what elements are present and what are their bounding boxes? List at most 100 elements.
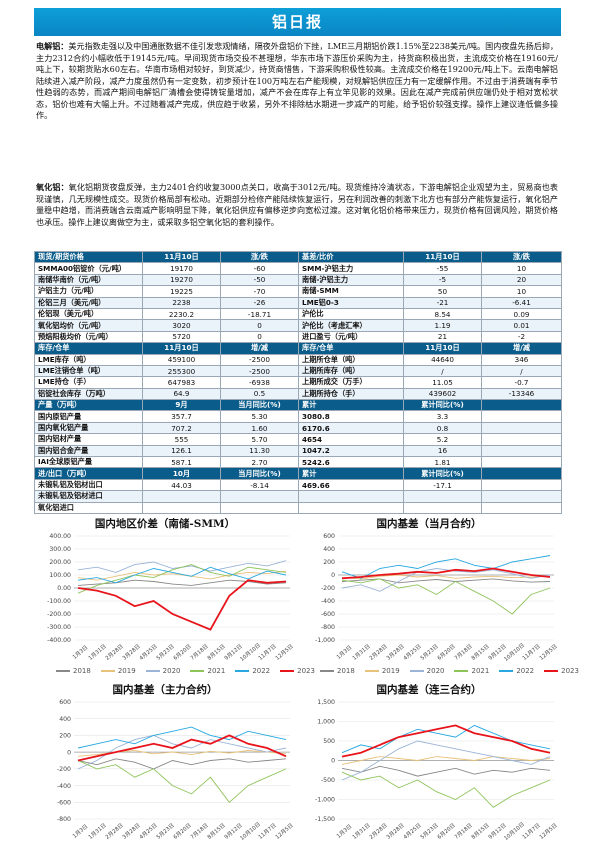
table-cell: 当月同比(%) [220,467,299,480]
table-cell: 11.05 [403,376,482,389]
table-cell: 未锻轧铝及铝材出口 [34,478,143,492]
table-row: 国内铝材产量 555 5.70 4654 5.2 [34,433,562,446]
series-line-2021 [77,760,287,803]
chart-title: 国内地区价差（南储-SMM） [94,518,236,530]
series-line-2018 [341,765,551,777]
x-tick-label: 2月28日 [368,643,389,662]
table-cell: 10月 [142,467,221,480]
table-cell [481,501,562,515]
table-cell: 伦铝三月（美元/吨） [34,296,143,309]
y-tick-label: -200.00 [47,611,71,618]
table-cell [481,433,562,446]
x-tick-label: 5月23日 [155,643,176,662]
y-tick-label: 0.00 [57,585,71,592]
x-tick-label: 5月23日 [419,643,440,662]
x-tick-label: 3月28日 [121,822,142,841]
series-line-2019 [341,574,551,580]
table-cell: -5 [403,273,482,287]
table-cell: 国内铝材产量 [34,433,143,446]
table-cell: -70 [220,285,299,298]
table-cell: 346 [481,353,562,366]
series-line-2023 [341,724,551,758]
y-tick-label: 100.00 [49,572,71,579]
table-cell: IAI全球原铝产量 [34,456,143,469]
table-row: LME持仓（手） 647983 -6938 上期所成交（万手） 11.05 -0.7 [34,376,562,389]
y-tick-label: -400 [321,598,335,605]
x-tick-label: 1月31日 [87,643,108,662]
table-header-row: 库存/仓单 11月10日 增/减 库存/仓单 11月10日 增/减 [34,342,562,355]
table-cell [481,421,562,435]
y-tick-label: 0 [67,749,71,756]
legend-item-2023: 2023 [544,667,579,675]
table-cell: -17.1 [403,478,482,492]
x-tick-label: 3月28日 [121,643,142,662]
table-cell: 8.54 [403,307,482,321]
table-cell: 255300 [142,364,221,378]
x-tick-label: 3月28日 [385,822,406,841]
table-cell: -8.14 [220,478,299,492]
y-tick-label: -1,000 [315,797,335,804]
x-tick-label: 12月5日 [274,643,295,662]
table-cell: 氧化铝进口 [34,501,143,515]
paragraph-alumina: 氧化铝：氧化铝期货夜盘反弹，主力2401合约收复3000点关口，收高于3012元… [36,182,558,228]
y-tick-label: -1,000 [315,637,335,644]
table-cell: 21 [403,330,482,344]
table-cell: 50 [403,285,482,298]
table-cell: 累计 [298,467,404,480]
series-line-2022 [341,724,551,754]
table-row: 南储华南价（元/吨） 19270 -50 南储-沪铝主力 -5 20 [34,273,562,287]
table-row: LME库存（吨） 459100 -2500 上期所仓单（吨） 44640 346 [34,353,562,366]
table-cell: -60 [220,262,299,275]
table-cell: 涨/跌 [481,250,562,264]
series-line-2022 [341,555,551,579]
chart-title: 国内基差（主力合约） [112,684,218,696]
table-cell [403,501,482,515]
table-cell: 累计 [298,399,404,412]
series-line-2023 [77,734,287,762]
table-cell: 国内铝合金产量 [34,444,143,458]
table-cell: 5.70 [220,433,299,446]
table-cell: 当月同比(%) [220,399,299,412]
x-tick-label: 1月3日 [71,644,89,661]
y-tick-label: 1,500 [317,699,335,706]
table-cell: 上期所库存（吨） [298,364,404,378]
table-cell: 产量（万吨） [34,399,143,412]
table-cell: 国内氧化铝产量 [34,421,143,435]
table-cell: 库存/仓单 [298,342,404,355]
table-cell: -2500 [220,353,299,366]
series-line-2023 [77,579,287,631]
table-cell: 64.9 [142,387,221,401]
table-cell: 19170 [142,262,221,275]
table-cell: 126.1 [142,444,221,458]
legend-label: 2018 [73,667,91,675]
table-cell: 707.2 [142,421,221,435]
table-row: 国内原铝产量 357.7 5.30 3080.8 3.3 [34,410,562,423]
legend-item-2021: 2021 [454,667,489,675]
table-cell: 沪铝主力（元/吨） [34,285,143,298]
table-cell: -18.71 [220,307,299,321]
table-cell: 5720 [142,330,221,344]
table-row: 沪铝主力（元/吨） 19225 -70 南储-SMM 50 10 [34,285,562,298]
series-line-2022 [77,726,287,749]
table-cell: 上期所仓单（吨） [298,353,404,366]
table-cell [481,410,562,423]
x-tick-label: 6月20日 [172,822,193,841]
table-cell: 11月10日 [403,342,482,355]
legend-swatch [280,670,295,672]
table-cell: 沪伦比 [298,307,404,321]
legend-label: 2022 [516,667,535,675]
x-tick-label: 1月31日 [351,643,372,662]
table-cell: 0.5 [220,387,299,401]
table-cell: 上期所成交（万手） [298,376,404,389]
y-tick-label: -800 [321,624,335,631]
legend-label: 2023 [297,667,315,675]
table-cell: 现货/期货价格 [34,250,143,264]
x-tick-label: 1月3日 [71,823,89,840]
table-cell: 累计同比(%) [403,399,482,412]
table-cell: 3020 [142,319,221,332]
table-cell: 5.30 [220,410,299,423]
table-cell: 44640 [403,353,482,366]
x-tick-label: 1月3日 [335,823,353,840]
table-header-row: 现货/期货价格 11月10日 涨/跌 基差/比价 11月10日 涨/跌 [34,250,562,264]
table-row: 未锻轧铝及铝材出口 44.03 -8.14 469.66 -17.1 [34,478,562,492]
